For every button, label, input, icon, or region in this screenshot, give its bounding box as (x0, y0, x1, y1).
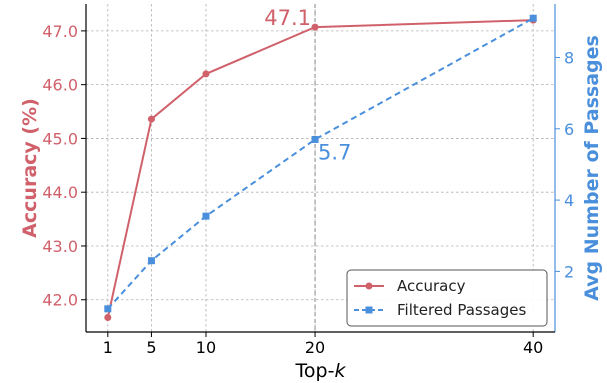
legend: Accuracy Filtered Passages (346, 269, 548, 327)
point-filtered-passages-3 (311, 135, 319, 143)
x-tick-label-1: 5 (146, 338, 156, 357)
x-tick-label-0: 1 (103, 338, 113, 357)
annotation-1: 5.7 (318, 140, 351, 164)
left-axis-label: Accuracy (%) (19, 98, 41, 238)
right-tick-label-0: 2 (564, 262, 574, 281)
point-accuracy-3 (311, 23, 319, 31)
left-tick-label-3: 45.0 (42, 129, 78, 148)
right-axis-ticks: 2 4 6 8 (555, 48, 574, 281)
left-tick-label-0: 42.0 (42, 291, 78, 310)
annotations: 47.1 5.7 (264, 6, 351, 164)
legend-marker-accuracy (365, 282, 373, 290)
right-tick-label-1: 4 (564, 191, 574, 210)
x-axis-ticks: 1 5 10 20 40 (103, 332, 543, 357)
annotation-0: 47.1 (264, 6, 311, 30)
point-accuracy-0 (104, 313, 112, 321)
point-filtered-passages-0 (104, 305, 112, 313)
point-accuracy-2 (202, 70, 210, 78)
legend-box (346, 269, 548, 327)
left-tick-label-2: 44.0 (42, 183, 78, 202)
right-tick-label-2: 6 (564, 120, 574, 139)
point-filtered-passages-4 (529, 14, 537, 22)
left-tick-label-4: 46.0 (42, 76, 78, 95)
left-tick-label-5: 47.0 (42, 22, 78, 41)
right-tick-label-3: 8 (564, 48, 574, 67)
series-layer (104, 14, 537, 321)
point-filtered-passages-2 (202, 212, 210, 220)
right-axis-label: Avg Number of Passages (581, 35, 603, 301)
left-axis-ticks: 42.0 43.0 44.0 45.0 46.0 47.0 (42, 22, 86, 310)
point-filtered-passages-1 (147, 257, 155, 265)
point-accuracy-1 (147, 115, 155, 123)
x-tick-label-3: 20 (305, 338, 325, 357)
legend-label-filtered-passages: Filtered Passages (397, 301, 526, 319)
left-tick-label-1: 43.0 (42, 237, 78, 256)
x-axis-label: Top-k (295, 360, 347, 382)
legend-marker-filtered-passages (365, 306, 373, 314)
x-tick-label-2: 10 (196, 338, 216, 357)
legend-label-accuracy: Accuracy (397, 277, 466, 295)
x-tick-label-4: 40 (523, 338, 543, 357)
